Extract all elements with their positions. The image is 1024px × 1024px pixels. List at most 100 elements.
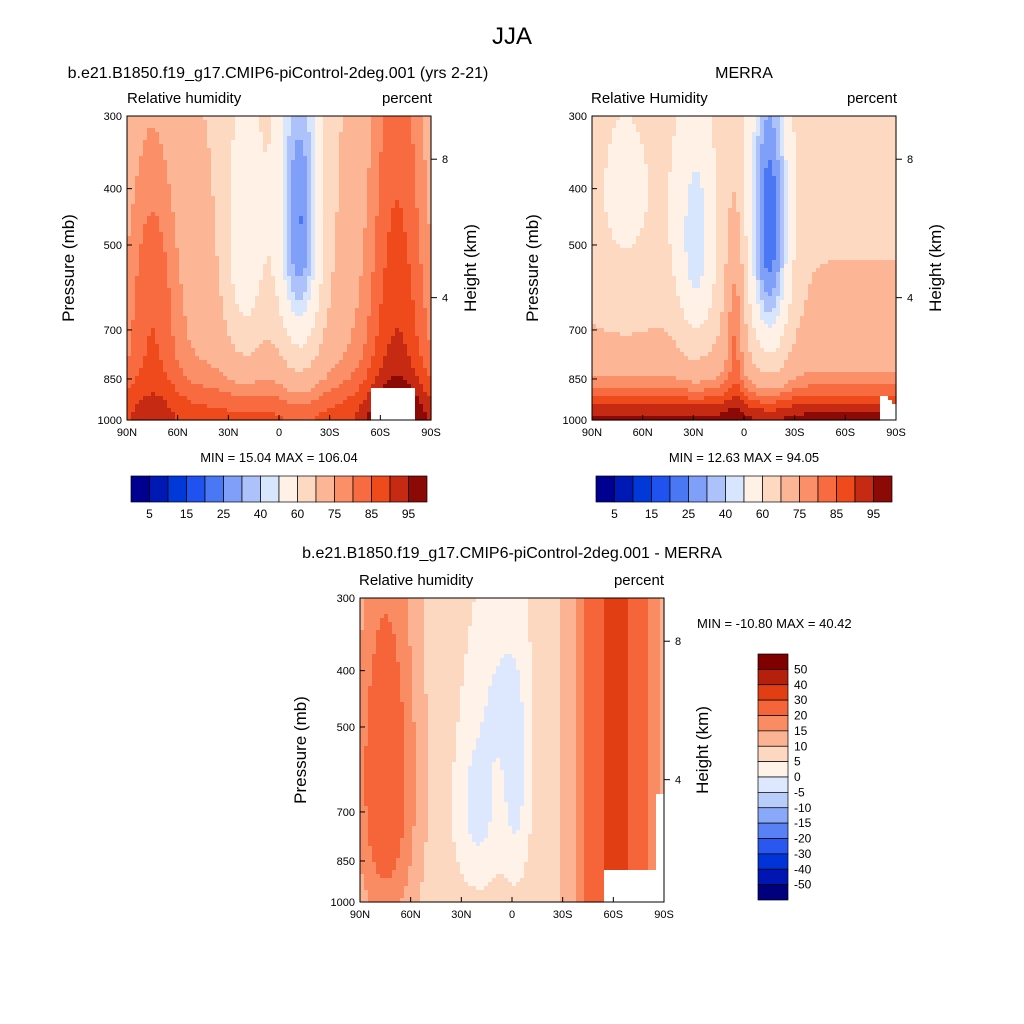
contour-cell xyxy=(355,224,360,229)
contour-cell xyxy=(351,240,356,245)
contour-cell xyxy=(219,188,224,193)
contour-cell xyxy=(287,280,292,285)
contour-cell xyxy=(351,264,356,269)
contour-cell xyxy=(223,224,228,229)
contour-cell xyxy=(255,372,260,377)
contour-cell xyxy=(171,196,176,201)
contour-cell xyxy=(307,244,312,249)
contour-cell xyxy=(339,140,344,145)
contour-cell xyxy=(223,296,228,301)
contour-cell xyxy=(167,376,172,381)
contour-cell xyxy=(219,404,224,409)
contour-cell xyxy=(339,240,344,245)
contour-cell xyxy=(307,216,312,221)
contour-cell xyxy=(291,192,296,197)
contour-cell xyxy=(147,228,152,233)
contour-cell xyxy=(211,288,216,293)
contour-cell xyxy=(271,300,276,305)
contour-cell xyxy=(379,252,384,257)
contour-cell xyxy=(279,296,284,301)
contour-cell xyxy=(275,216,280,221)
contour-cell xyxy=(287,336,292,341)
contour-cell xyxy=(247,304,252,309)
contour-cell xyxy=(319,116,324,121)
contour-cell xyxy=(251,404,256,409)
contour-cell xyxy=(339,132,344,137)
contour-cell xyxy=(311,412,316,417)
contour-cell xyxy=(383,332,388,337)
contour-cell xyxy=(175,240,180,245)
contour-cell xyxy=(367,296,372,301)
contour-cell xyxy=(315,340,320,345)
contour-cell xyxy=(315,376,320,381)
contour-cell xyxy=(127,344,132,349)
contour-cell xyxy=(163,240,168,245)
contour-cell xyxy=(199,396,204,401)
contour-cell xyxy=(355,352,360,357)
contour-cell xyxy=(239,176,244,181)
contour-cell xyxy=(311,116,316,121)
contour-cell xyxy=(323,296,328,301)
contour-cell xyxy=(327,300,332,305)
contour-cell xyxy=(295,260,300,265)
contour-cell xyxy=(255,312,260,317)
contour-cell xyxy=(131,140,136,145)
contour-cell xyxy=(175,232,180,237)
contour-cell xyxy=(175,396,180,401)
contour-cell xyxy=(355,408,360,413)
contour-cell xyxy=(335,380,340,385)
contour-cell xyxy=(315,220,320,225)
contour-cell xyxy=(163,296,168,301)
contour-cell xyxy=(303,188,308,193)
contour-cell xyxy=(319,252,324,257)
contour-cell xyxy=(291,152,296,157)
contour-cell xyxy=(195,324,200,329)
contour-cell xyxy=(319,228,324,233)
contour-cell xyxy=(203,288,208,293)
contour-cell xyxy=(259,316,264,321)
contour-cell xyxy=(275,240,280,245)
contour-cell xyxy=(167,236,172,241)
contour-cell xyxy=(227,332,232,337)
contour-cell xyxy=(215,248,220,253)
contour-cell xyxy=(387,304,392,309)
contour-cell xyxy=(379,400,384,405)
contour-cell xyxy=(299,264,304,269)
contour-cell xyxy=(363,204,368,209)
contour-cell xyxy=(191,232,196,237)
contour-cell xyxy=(295,164,300,169)
contour-cell xyxy=(283,340,288,345)
contour-cell xyxy=(343,344,348,349)
contour-cell xyxy=(235,220,240,225)
contour-cell xyxy=(355,364,360,369)
contour-cell xyxy=(303,132,308,137)
contour-cell xyxy=(147,312,152,317)
contour-cell xyxy=(247,240,252,245)
contour-cell xyxy=(231,220,236,225)
contour-cell xyxy=(319,348,324,353)
contour-cell xyxy=(335,356,340,361)
contour-cell xyxy=(299,172,304,177)
contour-cell xyxy=(195,260,200,265)
contour-cell xyxy=(227,308,232,313)
contour-cell xyxy=(335,164,340,169)
contour-cell xyxy=(203,320,208,325)
contour-cell xyxy=(155,404,160,409)
contour-cell xyxy=(159,264,164,269)
contour-cell xyxy=(235,408,240,413)
contour-cell xyxy=(375,400,380,405)
contour-cell xyxy=(207,416,212,421)
contour-cell xyxy=(187,132,192,137)
contour-cell xyxy=(327,128,332,133)
contour-cell xyxy=(191,316,196,321)
contour-cell xyxy=(383,136,388,141)
contour-cell xyxy=(371,188,376,193)
contour-cell xyxy=(223,220,228,225)
contour-cell xyxy=(211,132,216,137)
contour-cell xyxy=(255,408,260,413)
contour-cell xyxy=(287,416,292,421)
contour-cell xyxy=(179,380,184,385)
contour-cell xyxy=(135,164,140,169)
contour-cell xyxy=(335,244,340,249)
contour-cell xyxy=(367,128,372,133)
